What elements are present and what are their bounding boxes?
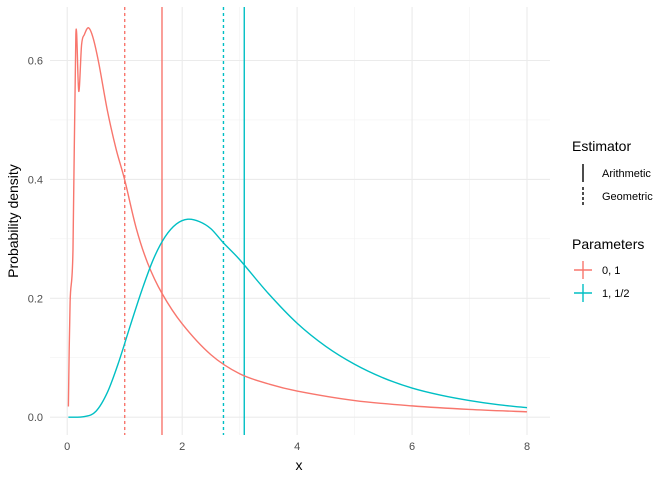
y-tick-label: 0.4 (28, 174, 43, 186)
x-tick-label: 4 (294, 441, 300, 453)
major-gridlines (50, 7, 550, 435)
x-tick-label: 0 (64, 441, 70, 453)
estimator-lines (124, 7, 245, 435)
legend-title-parameters: Parameters (572, 236, 644, 252)
x-tick-label: 2 (179, 441, 185, 453)
x-tick-label: 6 (409, 441, 415, 453)
legend-label: 1, 1/2 (602, 288, 630, 300)
minor-gridlines (50, 7, 550, 435)
legend: Estimator Arithmetic Geometric Parameters 0,… (572, 138, 653, 302)
legend-label: 0, 1 (602, 265, 620, 277)
x-axis-ticks: 0 2 4 6 8 (64, 441, 530, 453)
y-tick-label: 0.0 (28, 412, 43, 424)
y-tick-label: 0.6 (28, 56, 43, 68)
y-axis-ticks: 0.0 0.2 0.4 0.6 (28, 56, 43, 425)
density-curves (67, 27, 528, 418)
y-tick-label: 0.2 (28, 293, 43, 305)
x-tick-label: 8 (524, 441, 530, 453)
legend-label: Geometric (602, 191, 653, 203)
plot-panel (50, 7, 550, 435)
density-curve (68, 218, 528, 418)
density-curve (67, 27, 528, 413)
legend-label: Arithmetic (602, 168, 651, 180)
x-axis-label: x (296, 457, 303, 473)
legend-title-estimator: Estimator (572, 138, 631, 154)
y-axis-label: Probability density (5, 164, 21, 278)
